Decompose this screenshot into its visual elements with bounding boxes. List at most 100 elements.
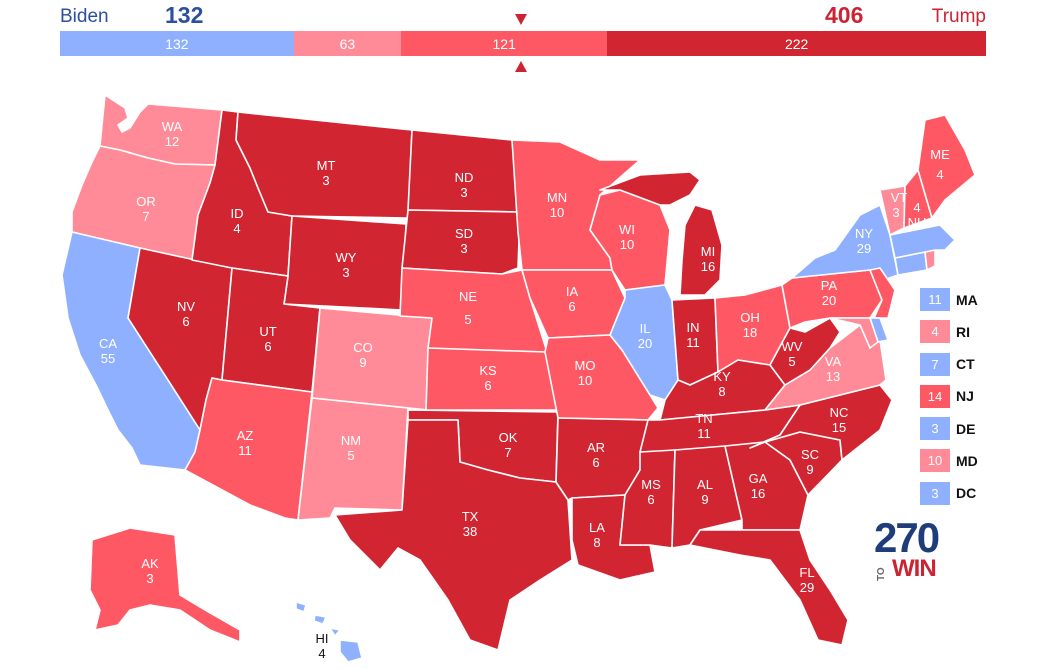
state-label-NV: NV 6 — [177, 299, 195, 329]
state-label-MO: MO 10 — [575, 358, 596, 388]
state-label-NE: NE 5 — [459, 289, 477, 327]
state-WY[interactable] — [283, 215, 407, 311]
bar-segment-label: 132 — [165, 35, 189, 52]
small-states-legend: 11 MA 4 RI 7 CT 14 NJ 3 DE 10 MD 3 DC — [920, 288, 1040, 514]
state-label-MS: MS 6 — [641, 477, 661, 507]
270towin-logo: 270 TO WIN — [874, 517, 944, 582]
state-label-IL: IL 20 — [638, 321, 652, 351]
bar-segment-label: 121 — [492, 35, 516, 52]
state-MI[interactable] — [599, 171, 723, 296]
state-RI[interactable] — [924, 249, 936, 271]
state-label-WY: WY 3 — [336, 250, 357, 280]
small-state-abbr: CT — [956, 356, 975, 373]
state-WV[interactable] — [769, 317, 841, 386]
state-label-HI: HI 4 — [316, 631, 329, 661]
small-state-item-CT[interactable]: 7 CT — [920, 352, 1040, 376]
state-label-NH: 4 NH — [908, 200, 927, 230]
state-ME[interactable] — [917, 114, 976, 219]
small-state-item-RI[interactable]: 4 RI — [920, 320, 1040, 344]
logo-number: 270 — [874, 514, 940, 561]
state-label-FL: FL 29 — [799, 565, 814, 595]
state-label-MI: MI 16 — [701, 244, 715, 274]
state-label-AK: AK 3 — [141, 556, 159, 586]
small-state-ev-box[interactable]: 14 — [920, 384, 950, 408]
small-state-ev-box[interactable]: 4 — [920, 320, 950, 344]
state-MD[interactable] — [829, 317, 879, 349]
dem-candidate-name: Biden — [60, 6, 109, 27]
bar-segment-label: 222 — [784, 35, 809, 52]
small-state-abbr: MD — [956, 452, 978, 469]
state-WI[interactable] — [589, 189, 671, 291]
bar-segment-safe-dem[interactable]: 132 — [60, 31, 294, 56]
state-label-OH: OH 18 — [740, 310, 760, 340]
state-FL[interactable] — [689, 529, 849, 646]
state-HI[interactable] — [295, 601, 363, 663]
small-state-ev-box[interactable]: 10 — [920, 449, 950, 473]
state-label-TX: TX 38 — [462, 509, 479, 539]
small-state-abbr: DC — [956, 485, 977, 502]
small-state-abbr: NJ — [956, 388, 974, 405]
state-label-KY: KY 8 — [713, 369, 731, 399]
small-state-item-NJ[interactable]: 14 NJ — [920, 384, 1040, 408]
state-SD[interactable] — [401, 209, 521, 275]
state-label-ID: ID 4 — [231, 206, 244, 236]
bar-segment-likely-rep[interactable]: 121 — [401, 31, 608, 56]
rep-total-votes: 406 — [825, 2, 864, 28]
state-NC[interactable] — [749, 384, 893, 461]
state-MA[interactable] — [889, 224, 956, 259]
bar-segment-safe-rep[interactable]: 222 — [607, 31, 986, 56]
270-marker-bottom-icon — [515, 61, 527, 72]
small-state-abbr: MA — [956, 291, 978, 308]
logo-to: TO — [876, 567, 887, 581]
bar-segment-lean-rep[interactable]: 63 — [293, 31, 402, 56]
state-label-PA: PA 20 — [821, 278, 838, 308]
state-label-CA: CA 55 — [99, 336, 117, 366]
small-state-ev-box[interactable]: 7 — [920, 352, 950, 376]
state-label-OR: OR 7 — [136, 194, 156, 224]
state-label-AZ: AZ 11 — [237, 428, 254, 458]
state-TX[interactable] — [334, 419, 573, 651]
small-state-item-MA[interactable]: 11 MA — [920, 288, 1040, 311]
state-label-AL: AL 9 — [697, 477, 713, 507]
state-label-NM: NM 5 — [341, 433, 361, 463]
state-label-SC: SC 9 — [801, 447, 819, 477]
state-NM[interactable] — [297, 397, 409, 521]
small-state-ev-box[interactable]: 3 — [920, 417, 950, 441]
state-AK[interactable] — [89, 527, 241, 643]
state-KS[interactable] — [425, 347, 559, 411]
state-label-NC: NC 15 — [830, 405, 849, 435]
small-state-item-DE[interactable]: 3 DE — [920, 417, 1040, 441]
state-label-KS: KS 6 — [479, 363, 497, 393]
270-marker-top-icon — [515, 14, 527, 25]
rep-candidate-name: Trump — [931, 6, 986, 27]
electoral-vote-bar: 132 63 121 222 — [60, 31, 986, 56]
state-label-WV: WV 5 — [782, 339, 803, 369]
state-label-SD: SD 3 — [455, 226, 473, 256]
logo-win: WIN — [892, 555, 937, 582]
state-label-VT: VT 3 — [891, 190, 908, 220]
state-label-LA: LA 8 — [589, 520, 605, 550]
bar-segment-label: 63 — [339, 35, 356, 52]
state-label-OK: OK 7 — [499, 430, 518, 460]
state-label-ME: ME 4 — [930, 147, 950, 182]
state-NJ[interactable] — [869, 267, 896, 319]
dem-total-votes: 132 — [165, 2, 204, 28]
state-label-WI: WI 10 — [619, 222, 635, 252]
small-state-item-DC[interactable]: 3 DC — [920, 481, 1040, 505]
state-label-CO: CO 9 — [353, 340, 373, 370]
small-state-ev-box[interactable]: 11 — [920, 288, 950, 311]
state-IL[interactable] — [609, 284, 679, 401]
state-label-AR: AR 6 — [587, 440, 605, 470]
small-state-abbr: RI — [956, 323, 970, 340]
state-label-VA: VA 13 — [825, 354, 842, 384]
state-label-WA: WA 12 — [162, 119, 183, 149]
state-label-MN: MN 10 — [547, 190, 567, 220]
state-label-MT: MT 3 — [317, 158, 336, 188]
small-state-abbr: DE — [956, 420, 976, 437]
state-label-IN: IN 11 — [686, 320, 700, 350]
small-state-ev-box[interactable]: 3 — [920, 481, 950, 505]
small-state-item-MD[interactable]: 10 MD — [920, 449, 1040, 473]
state-CO[interactable] — [311, 307, 433, 411]
state-labels: WA 12 OR 7 CA 55 NV 6 ID 4 MT 3 WY 3 UT 6 AZ 11 C… — [99, 119, 950, 661]
